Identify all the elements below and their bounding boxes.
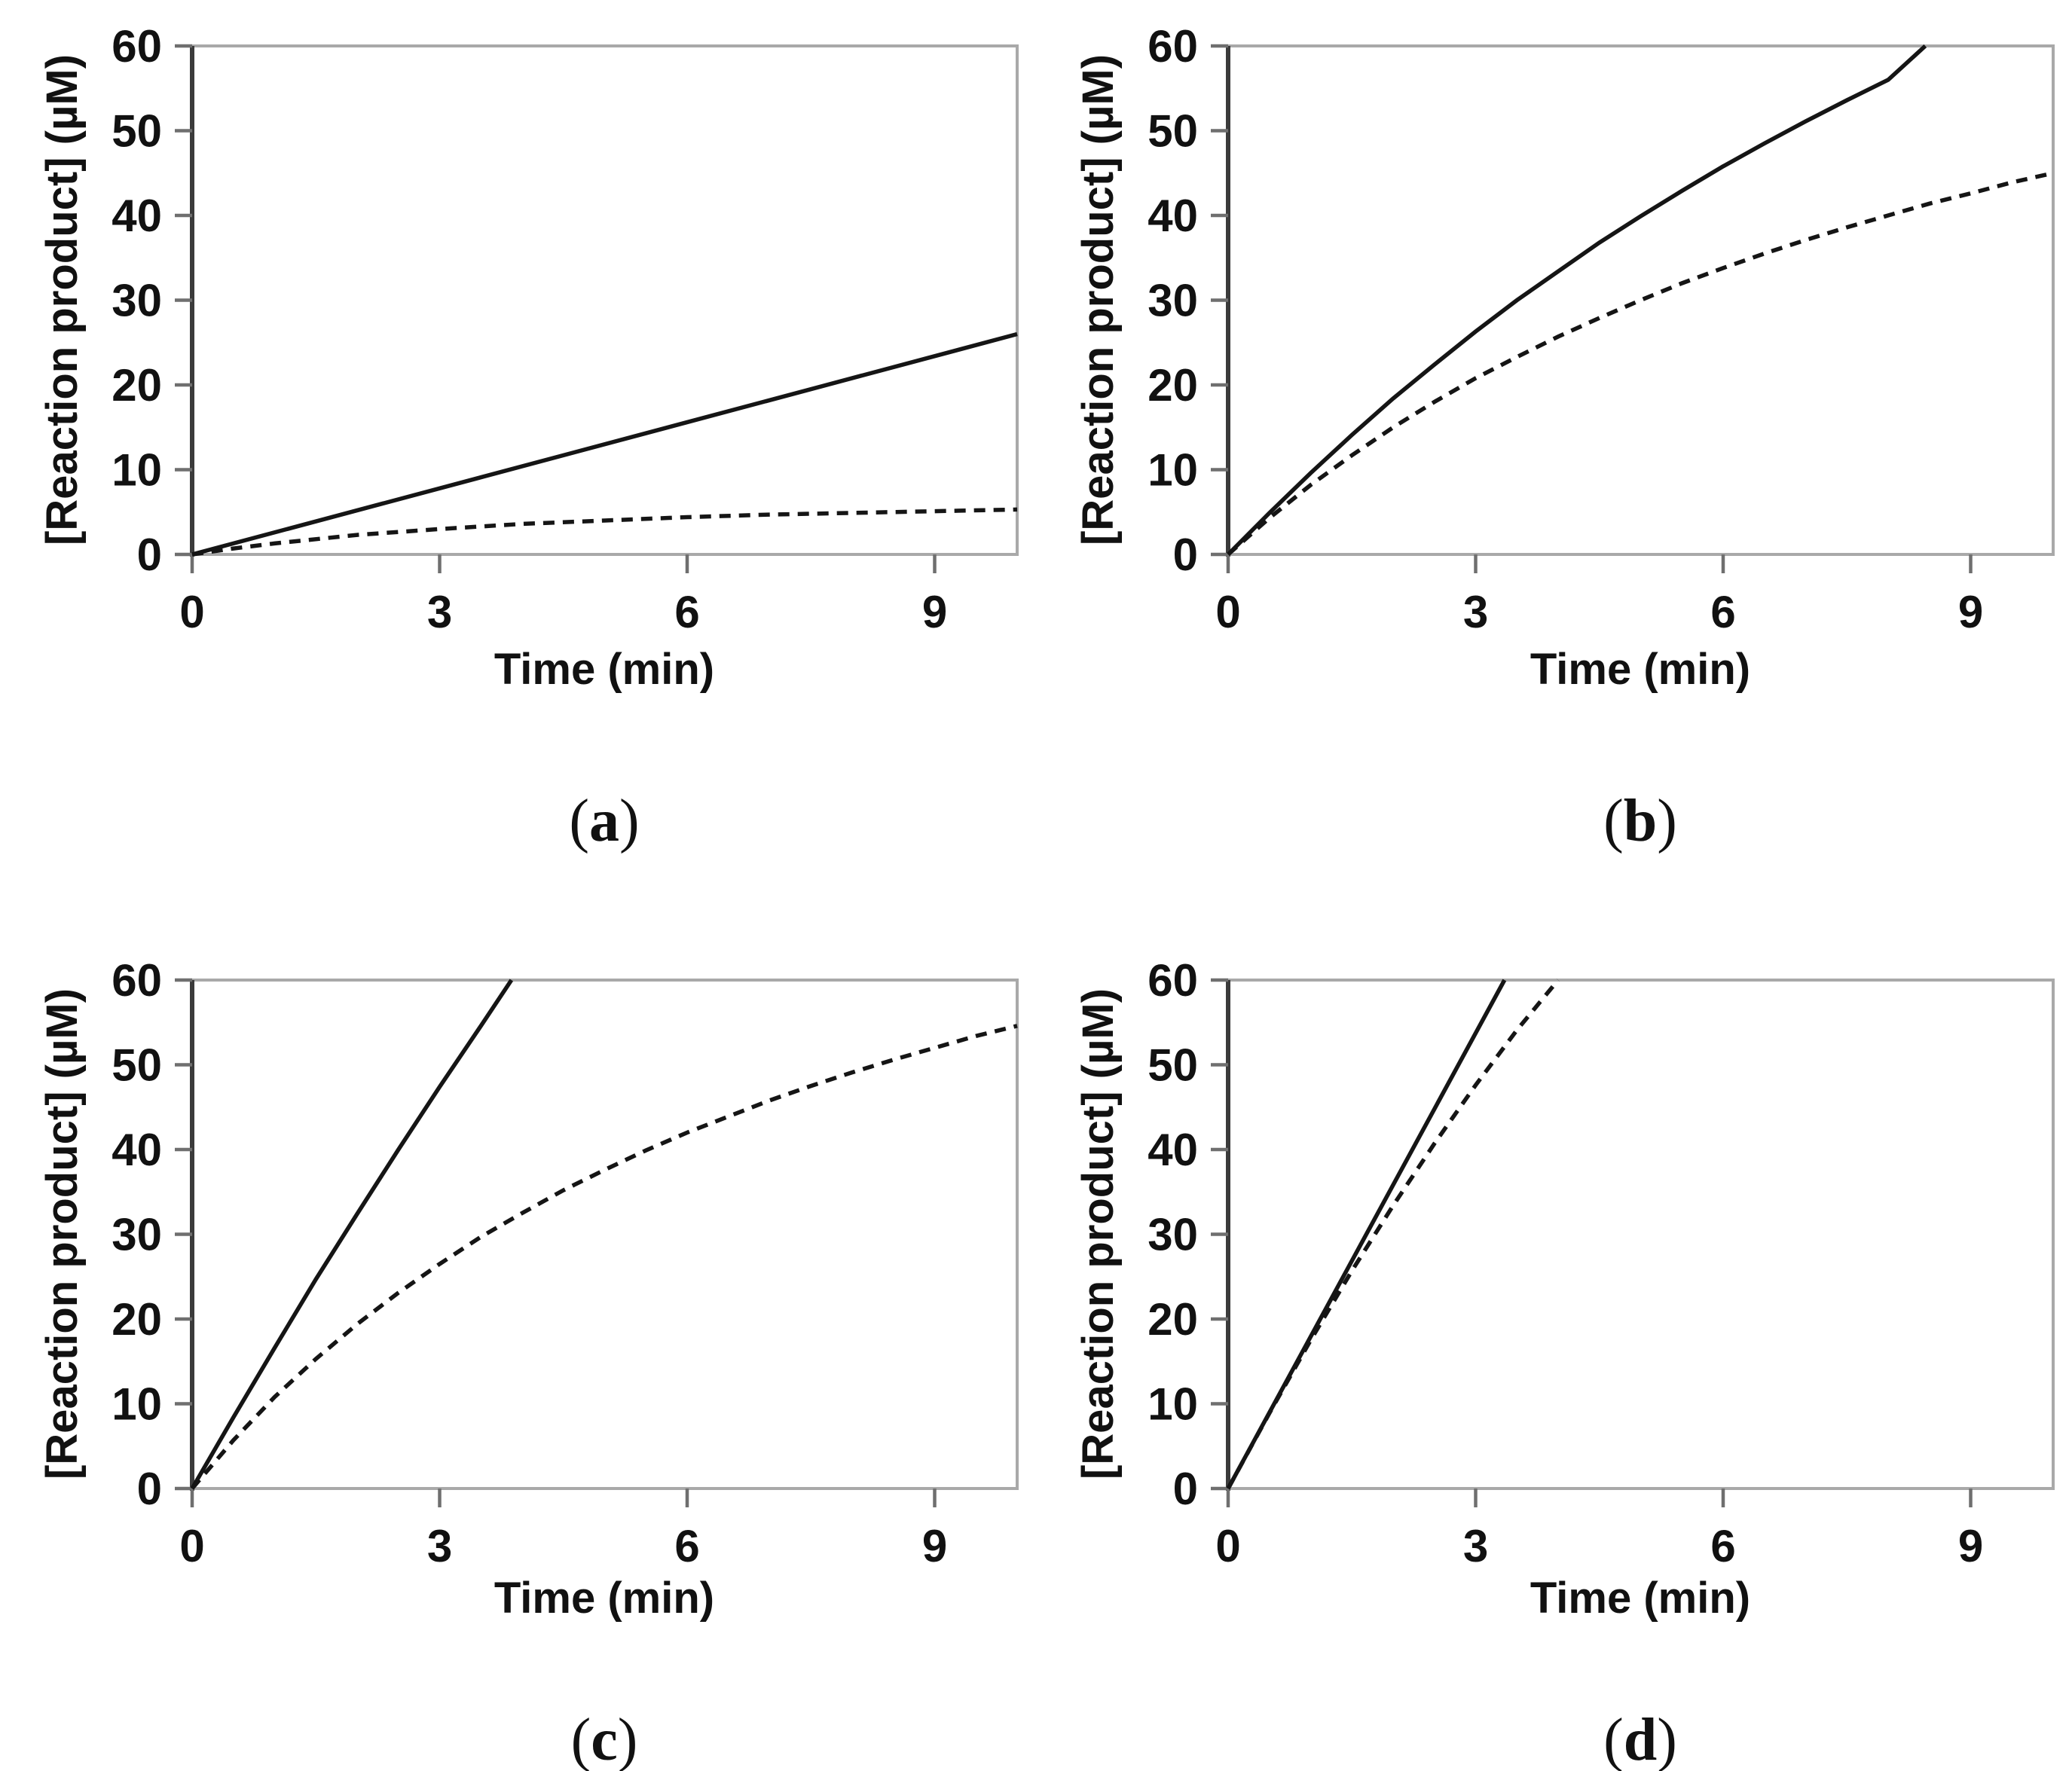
plot-frame [1227,979,2055,1490]
y-tick-label: 0 [1173,1464,1198,1514]
series-solid-line [191,331,1018,557]
x-tick-label: 6 [674,1521,699,1571]
x-tick-label: 3 [1463,587,1488,637]
y-tick-label: 20 [112,360,162,411]
x-tick-label: 6 [1710,1521,1735,1571]
y-axis-title: [Reaction product] (µM) [38,988,87,1479]
y-tick-label: 30 [112,276,162,326]
plot-frame [1227,44,2055,556]
x-axis-title: Time (min) [494,1574,714,1623]
panel-caption: (b) [1603,788,1677,854]
y-tick-label: 10 [1148,445,1198,496]
y-tick-label: 40 [112,191,162,241]
plot-frame [191,44,1019,556]
x-tick-label: 0 [179,1521,204,1571]
y-tick-label: 0 [1173,530,1198,580]
y-tick-label: 60 [112,955,162,1006]
x-tick-label: 6 [674,587,699,637]
x-tick-label: 3 [1463,1521,1488,1571]
series-dashed-line [191,507,1018,557]
series-dashed-line [1227,171,2054,557]
x-tick-label: 0 [1215,587,1240,637]
x-tick-label: 3 [427,587,452,637]
y-tick-label: 10 [112,1379,162,1430]
y-tick-label: 30 [1148,1210,1198,1260]
y-tick-label: 10 [112,445,162,496]
x-axis-title: Time (min) [1530,1574,1750,1623]
panel-b: 9 6 3 0 60 50 40 30 20 10 0 [Reaction product] (µM)… [1066,12,2072,897]
y-tick-label: 10 [1148,1379,1198,1430]
x-tick-label: 9 [1958,587,1983,637]
x-axis-title: Time (min) [1530,645,1750,694]
y-tick-label: 60 [1148,955,1198,1006]
series-dashed-line [190,1024,1018,1490]
y-axis-title: [Reaction product] (µM) [1074,54,1123,545]
y-tick-label: 60 [112,21,162,72]
panel-caption: (c) [571,1707,638,1771]
y-axis-title: [Reaction product] (µM) [1074,988,1123,1479]
series-solid-line [190,979,514,1490]
x-tick-label: 6 [1710,587,1735,637]
x-tick-label: 9 [922,1521,947,1571]
y-tick-label: 0 [137,1464,162,1514]
y-tick-label: 50 [112,1040,162,1091]
series-dashed-line [1226,979,1560,1490]
panel-c: 9 6 3 0 60 50 40 30 20 10 0 [Reaction product] (µM)… [30,946,1066,1771]
x-tick-label: 9 [922,587,947,637]
y-tick-label: 20 [112,1294,162,1345]
series-solid-line [1227,44,1927,556]
y-tick-label: 50 [1148,1040,1198,1091]
y-tick-label: 50 [1148,106,1198,157]
plot-frame [191,979,1019,1490]
y-tick-label: 50 [112,106,162,157]
y-tick-label: 40 [112,1125,162,1175]
series-solid-line [1226,979,1507,1490]
x-axis-title: Time (min) [494,645,714,694]
x-tick-label: 0 [1215,1521,1240,1571]
panel-caption: (a) [569,788,639,854]
y-tick-label: 30 [1148,276,1198,326]
x-tick-label: 3 [427,1521,452,1571]
y-tick-label: 30 [112,1210,162,1260]
x-tick-label: 9 [1958,1521,1983,1571]
y-tick-label: 40 [1148,1125,1198,1175]
panel-d: 9 6 3 0 60 50 40 30 20 10 0 [Reaction product] (µM)… [1066,946,2072,1771]
y-tick-label: 60 [1148,21,1198,72]
panel-a: 9 6 3 0 60 50 40 30 20 10 0 [Reaction product] (µM)… [30,12,1066,897]
y-tick-label: 40 [1148,191,1198,241]
x-tick-label: 0 [179,587,204,637]
panel-caption: (d) [1603,1707,1677,1771]
y-tick-label: 20 [1148,1294,1198,1345]
y-tick-label: 0 [137,530,162,580]
y-axis-title: [Reaction product] (µM) [38,54,87,545]
y-tick-label: 20 [1148,360,1198,411]
